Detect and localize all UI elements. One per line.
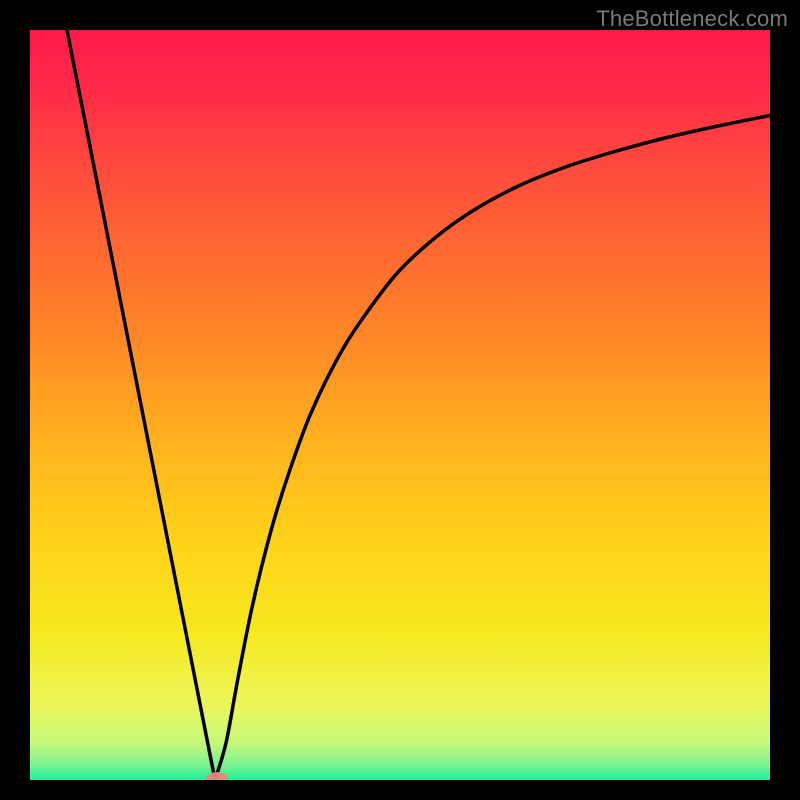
watermark-text: TheBottleneck.com [596,6,788,32]
bottleneck-chart [0,0,800,800]
chart-container: { "meta": { "watermark": "TheBottleneck.… [0,0,800,800]
